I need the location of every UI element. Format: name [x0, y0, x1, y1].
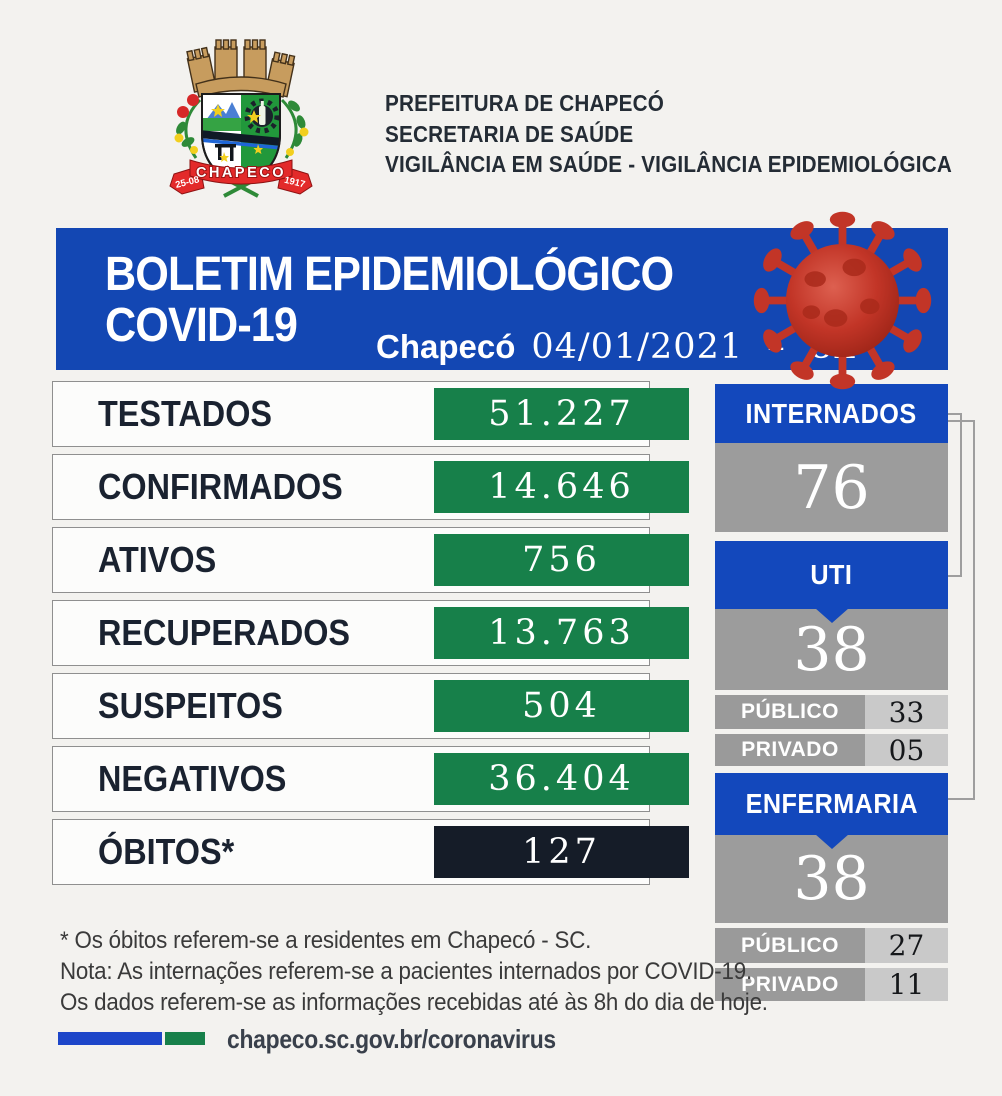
enfermaria-value: 38: [793, 844, 870, 914]
uti-privado-value: 05: [865, 734, 948, 767]
chapeco-coat-of-arms: CHAPECO 25-08 1917: [169, 39, 313, 198]
banner-city: Chapecó: [376, 328, 516, 365]
internados-enfermaria-connector: [948, 420, 975, 800]
left-branch-icon: [174, 94, 202, 159]
org-line-2: SECRETARIA DE SAÚDE: [385, 120, 634, 147]
stat-value: 51.227: [488, 394, 635, 434]
enfermaria-publico-label: PÚBLICO: [715, 928, 865, 963]
url-text: chapeco.sc.gov.br/coronavirus: [227, 1024, 556, 1054]
chevron-down-icon: [814, 834, 849, 849]
footnote-obitos: * Os óbitos referem-se a residentes em C…: [60, 927, 592, 954]
stat-value-box: 756: [434, 534, 689, 586]
right-branch-icon: [280, 98, 309, 159]
stat-value-box: 51.227: [434, 388, 689, 440]
banner-title-line2: COVID-19: [105, 299, 298, 352]
stat-value: 127: [522, 832, 601, 872]
internados-value-box: 76: [715, 443, 948, 532]
stat-row-recuperados: RECUPERADOS 13.763: [52, 600, 689, 671]
stat-row-ativos: ATIVOS 756: [52, 527, 689, 598]
org-line-1: PREFEITURA DE CHAPECÓ: [385, 90, 665, 116]
banner-title: BOLETIM EPIDEMIOLÓGICO COVID-19: [105, 249, 736, 351]
stat-label: ATIVOS: [98, 539, 217, 580]
stat-value: 36.404: [488, 759, 635, 799]
footer-green-bar: [165, 1032, 205, 1045]
stat-value: 756: [522, 540, 601, 580]
org-header: PREFEITURA DE CHAPECÓ SECRETARIA DE SAÚD…: [385, 88, 1002, 180]
stat-value: 13.763: [488, 613, 635, 653]
enfermaria-value-box: 38: [715, 835, 948, 923]
uti-value: 38: [793, 614, 870, 685]
uti-publico-label: PÚBLICO: [715, 695, 865, 729]
coronavirus-site-url: chapeco.sc.gov.br/coronavirus: [227, 1024, 601, 1055]
stat-label: NEGATIVOS: [98, 758, 287, 799]
stat-value-box: 127: [434, 826, 689, 878]
enfermaria-header: ENFERMARIA: [715, 773, 948, 849]
footnotes: * Os óbitos referem-se a residentes em C…: [60, 925, 821, 1018]
footnote-internacoes: Nota: As internações referem-se a pacien…: [60, 958, 753, 985]
enfermaria-privado-label: PRIVADO: [715, 968, 865, 1001]
uti-header: UTI: [715, 541, 948, 623]
org-line-3: VIGILÂNCIA EM SAÚDE - VIGILÂNCIA EPIDEMI…: [385, 151, 952, 177]
uti-label: UTI: [810, 559, 853, 590]
stat-label: CONFIRMADOS: [98, 466, 343, 507]
stat-label: SUSPEITOS: [98, 685, 283, 726]
uti-publico-value: 33: [865, 695, 948, 729]
stat-label: RECUPERADOS: [98, 612, 351, 653]
footer-blue-bar: [58, 1032, 162, 1045]
uti-publico-row: PÚBLICO 33: [715, 695, 948, 729]
internados-label: INTERNADOS: [745, 397, 918, 429]
stat-row-obitos: ÓBITOS* 127: [52, 819, 689, 890]
bulletin-banner: BOLETIM EPIDEMIOLÓGICO COVID-19 Chapecó …: [56, 228, 948, 370]
enfermaria-publico-value: 27: [865, 928, 948, 963]
stat-label: ÓBITOS*: [98, 831, 235, 872]
internados-uti-connector: [948, 413, 962, 577]
enfermaria-privado-row: PRIVADO 11: [715, 968, 948, 1001]
stat-value: 14.646: [488, 467, 635, 507]
stat-row-confirmados: CONFIRMADOS 14.646: [52, 454, 689, 525]
enfermaria-label: ENFERMARIA: [745, 788, 918, 819]
chevron-down-icon: [814, 608, 849, 623]
stat-row-testados: TESTADOS 51.227: [52, 381, 689, 452]
stat-row-suspeitos: SUSPEITOS 504: [52, 673, 689, 744]
crown-icon: [186, 39, 296, 98]
enfermaria-privado-value: 11: [865, 968, 948, 1001]
internados-value: 76: [793, 452, 870, 523]
footnote-dados: Os dados referem-se as informações receb…: [60, 989, 768, 1016]
logo-city-name: CHAPECO: [196, 165, 286, 181]
ribbon-icon: CHAPECO 25-08 1917: [169, 159, 313, 195]
stat-value-box: 13.763: [434, 607, 689, 659]
stat-value-box: 14.646: [434, 461, 689, 513]
stat-value-box: 36.404: [434, 753, 689, 805]
stat-value-box: 504: [434, 680, 689, 732]
banner-title-line1: BOLETIM EPIDEMIOLÓGICO: [105, 248, 674, 301]
internados-header: INTERNADOS: [715, 384, 948, 443]
uti-privado-row: PRIVADO 05: [715, 734, 948, 767]
stat-label: TESTADOS: [98, 393, 273, 434]
stat-value: 504: [522, 686, 601, 726]
logo-founding-year: 1917: [283, 175, 306, 191]
enfermaria-publico-row: PÚBLICO 27: [715, 928, 948, 963]
coronavirus-icon: [753, 211, 932, 390]
stat-row-negativos: NEGATIVOS 36.404: [52, 746, 689, 817]
uti-privado-label: PRIVADO: [715, 734, 865, 766]
